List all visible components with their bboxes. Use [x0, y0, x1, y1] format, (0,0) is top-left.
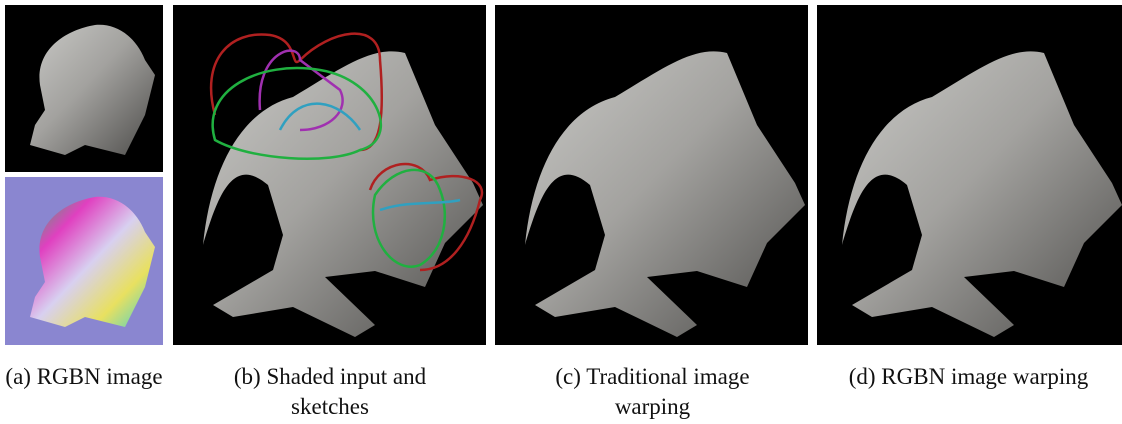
- caption-text: Traditional image warping: [586, 364, 749, 419]
- figure-images: [0, 0, 1122, 352]
- caption-text: (a): [5, 364, 31, 389]
- caption-text: (c): [555, 364, 581, 389]
- figure: (a) RGBN image (b) Shaded input and sket…: [0, 0, 1122, 424]
- caption-text: Shaded input and sketches: [266, 364, 426, 419]
- caption: (c) Traditional image warping: [520, 362, 785, 422]
- caption-text: RGBN image: [37, 364, 163, 389]
- caption-text: (d): [849, 364, 876, 389]
- caption: (d) RGBN image warping: [815, 362, 1122, 392]
- caption: (b) Shaded input and sketches: [195, 362, 465, 422]
- caption: (a) RGBN image: [0, 362, 168, 392]
- caption-text: RGBN image warping: [881, 364, 1088, 389]
- caption-text: (b): [234, 364, 261, 389]
